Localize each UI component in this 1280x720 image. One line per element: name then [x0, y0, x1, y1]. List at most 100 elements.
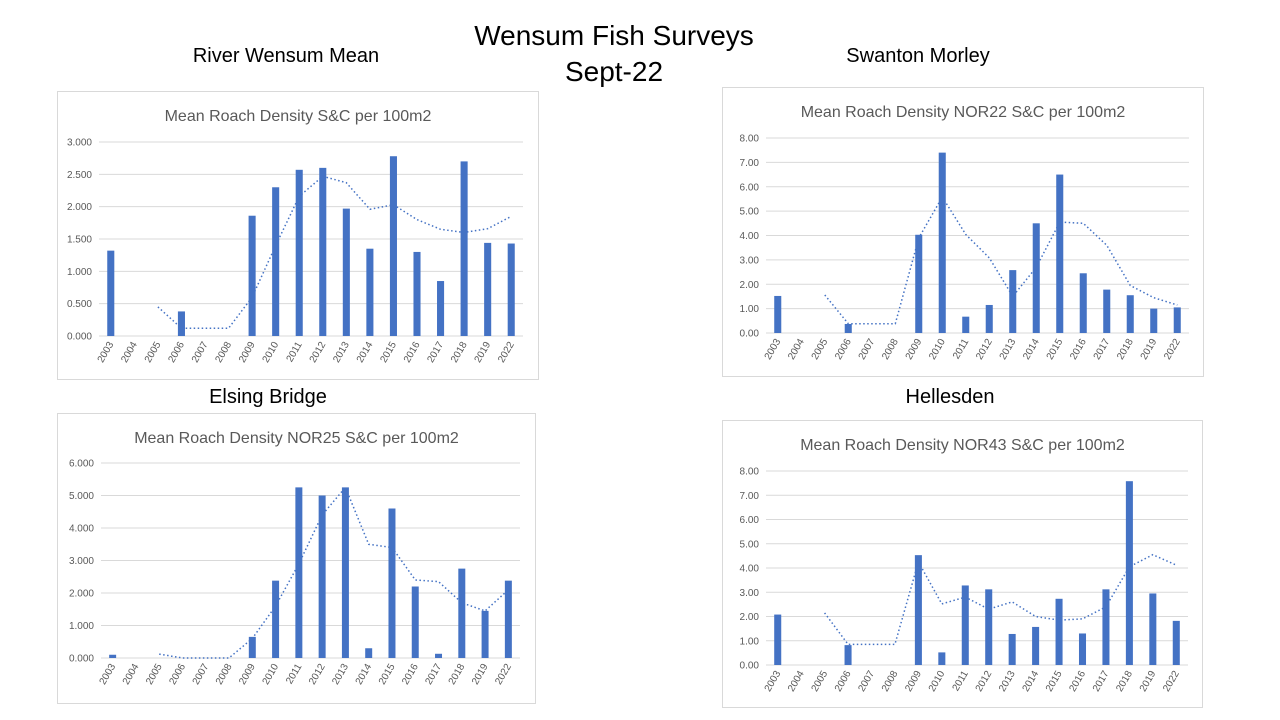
bar-2012 [318, 495, 326, 658]
y-tick-label: 5.00 [740, 207, 760, 218]
bar-2003 [107, 250, 115, 336]
bar-2006 [177, 311, 185, 336]
x-tick-label: 2009 [237, 340, 258, 365]
bar-2003 [109, 654, 117, 658]
x-tick-label: 2011 [951, 337, 971, 362]
bar-2018 [458, 568, 466, 658]
x-tick-label: 2008 [214, 340, 235, 365]
x-tick-label: 2003 [763, 337, 784, 362]
y-tick-label: 0.500 [67, 299, 92, 310]
bar-2016 [1079, 273, 1087, 333]
page-title-line2: Sept-22 [564, 56, 664, 87]
y-tick-label: 8.00 [740, 134, 760, 145]
x-tick-label: 2013 [330, 662, 351, 687]
x-tick-label: 2008 [880, 669, 901, 694]
y-tick-label: 8.00 [740, 467, 760, 478]
bar-2013 [1008, 633, 1016, 665]
x-tick-label: 2008 [214, 662, 235, 687]
chart-title: Mean Roach Density NOR22 S&C per 100m2 [801, 104, 1126, 121]
chart-title: Mean Roach Density S&C per 100m2 [165, 108, 432, 125]
y-tick-label: 3.00 [740, 588, 760, 599]
x-tick-label: 2016 [1068, 337, 1089, 362]
bar-2016 [411, 586, 419, 658]
x-tick-label: 2012 [974, 669, 995, 694]
x-tick-label: 2013 [998, 337, 1019, 362]
y-tick-label: 7.00 [740, 158, 760, 169]
x-tick-label: 2014 [354, 662, 375, 687]
x-tick-label: 2007 [856, 669, 877, 694]
bar-2022 [504, 580, 512, 658]
x-tick-label: 2013 [331, 340, 352, 365]
trendline [157, 175, 512, 329]
y-tick-label: 2.000 [67, 202, 92, 213]
bar-2011 [961, 585, 969, 665]
bar-2006 [844, 645, 852, 665]
x-tick-label: 2018 [447, 662, 468, 687]
bar-2018 [1126, 295, 1134, 333]
x-tick-label: 2004 [786, 669, 807, 694]
x-tick-label: 2009 [237, 662, 258, 687]
x-tick-label: 2010 [261, 340, 282, 365]
y-tick-label: 1.000 [67, 267, 92, 278]
x-tick-label: 2022 [493, 662, 514, 687]
chart-swanton-morley: Mean Roach Density NOR22 S&C per 100m2 0.… [722, 87, 1204, 377]
x-tick-label: 2015 [378, 340, 399, 365]
bar-2014 [1032, 223, 1040, 333]
bar-2019 [484, 242, 492, 336]
y-tick-label: 3.000 [67, 138, 92, 149]
y-tick-label: 2.00 [740, 612, 760, 623]
chart-hellesden: Mean Roach Density NOR43 S&C per 100m2 0.… [722, 420, 1203, 708]
bar-2009 [914, 555, 922, 665]
bar-2010 [938, 652, 946, 665]
page-title-line1: Wensum Fish Surveys [474, 20, 754, 51]
bar-2011 [962, 316, 970, 333]
x-tick-label: 2011 [951, 669, 971, 694]
y-tick-label: 0.000 [67, 332, 92, 343]
y-tick-label: 0.00 [740, 661, 760, 672]
bar-2022 [1172, 620, 1180, 665]
bar-2019 [1149, 593, 1157, 665]
x-tick-label: 2019 [1139, 337, 1160, 362]
bar-2009 [915, 234, 923, 333]
chart-svg: Mean Roach Density NOR25 S&C per 100m2 0.… [69, 430, 520, 687]
bar-2017 [437, 281, 445, 336]
bar-2015 [388, 508, 396, 658]
x-tick-label: 2003 [98, 662, 119, 687]
x-tick-label: 2006 [166, 340, 187, 365]
x-tick-label: 2014 [355, 340, 376, 365]
y-tick-label: 3.00 [740, 255, 760, 266]
bar-2019 [481, 610, 489, 658]
bar-2016 [413, 251, 421, 336]
bar-2010 [272, 187, 280, 336]
x-tick-label: 2009 [904, 337, 925, 362]
chart-elsing-bridge: Mean Roach Density NOR25 S&C per 100m2 0.… [57, 413, 536, 704]
y-tick-label: 2.000 [69, 589, 94, 600]
x-tick-label: 2005 [143, 340, 164, 365]
y-tick-label: 6.000 [69, 459, 94, 470]
y-tick-label: 2.500 [67, 170, 92, 181]
bar-2012 [985, 589, 993, 665]
x-tick-label: 2018 [1115, 337, 1136, 362]
bar-2006 [844, 323, 852, 333]
x-tick-label: 2017 [423, 662, 444, 687]
x-tick-label: 2003 [96, 340, 117, 365]
x-tick-label: 2006 [167, 662, 188, 687]
x-tick-label: 2022 [1162, 337, 1183, 362]
x-tick-label: 2009 [903, 669, 924, 694]
x-tick-label: 2012 [974, 337, 995, 362]
bar-2014 [1032, 626, 1040, 665]
bar-2014 [365, 648, 373, 658]
x-tick-label: 2014 [1021, 337, 1042, 362]
x-tick-label: 2011 [284, 662, 304, 687]
x-tick-label: 2010 [261, 662, 282, 687]
x-tick-label: 2011 [285, 340, 305, 365]
bar-2015 [1055, 598, 1063, 665]
x-tick-label: 2018 [1114, 669, 1135, 694]
bar-2013 [341, 487, 349, 658]
x-tick-label: 2010 [927, 669, 948, 694]
y-tick-label: 5.000 [69, 491, 94, 502]
chart-svg: Mean Roach Density NOR22 S&C per 100m2 0.… [740, 104, 1189, 362]
bar-2019 [1150, 308, 1158, 333]
chart-svg: Mean Roach Density NOR43 S&C per 100m2 0.… [740, 437, 1188, 694]
x-tick-label: 2004 [121, 662, 142, 687]
